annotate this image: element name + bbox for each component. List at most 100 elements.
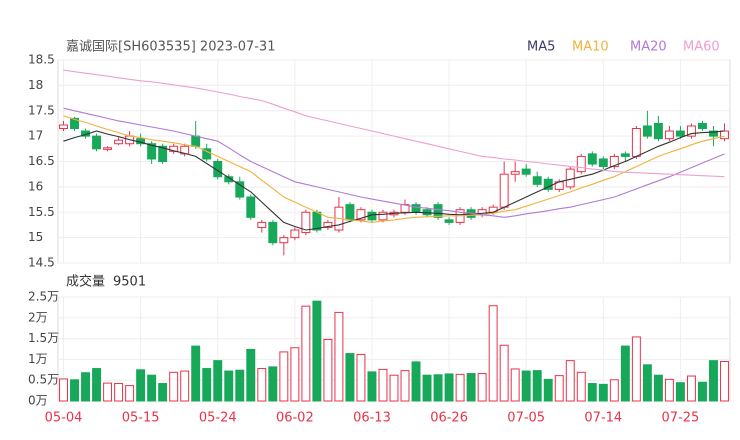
y-tick-label: 16.5 — [28, 154, 55, 168]
candle-body — [631, 128, 641, 157]
x-tick-label: 05-24 — [199, 411, 237, 426]
y-tick-label: 17.5 — [28, 103, 55, 117]
chart-title: 嘉诚国际[SH603535] 2023-07-31 — [66, 40, 275, 55]
candle-body — [675, 130, 685, 137]
candle-body — [720, 130, 729, 140]
volume-bar — [356, 353, 366, 402]
candle-body — [202, 148, 212, 160]
candle-body — [697, 122, 707, 130]
y-tick-label: 18 — [28, 78, 43, 92]
x-tick-label: 06-26 — [430, 411, 468, 426]
candle-body — [312, 211, 322, 231]
volume-bar — [345, 353, 355, 402]
candle-body — [268, 221, 278, 244]
candle-body — [620, 153, 630, 157]
candle-body — [521, 168, 531, 175]
volume-bar — [334, 311, 344, 402]
ma-line — [63, 115, 725, 223]
candle-body — [92, 135, 102, 150]
y-tick-label: 16 — [28, 179, 43, 193]
volume-bar — [433, 374, 443, 402]
legend-label: MA20 — [630, 40, 667, 55]
x-tick-label: 07-05 — [507, 411, 545, 426]
candle-body — [345, 204, 355, 221]
legend-label: MA5 — [527, 40, 555, 55]
x-tick-label: 07-25 — [662, 411, 700, 426]
candle-body — [686, 125, 696, 137]
volume-bar — [697, 381, 707, 402]
volume-bar — [598, 383, 608, 402]
candle-body — [213, 161, 223, 178]
volume-bar — [213, 360, 223, 402]
volume-bar — [720, 360, 729, 402]
x-tick-label: 05-15 — [122, 411, 160, 426]
candle-body — [158, 145, 168, 162]
candle-body — [290, 229, 300, 239]
volume-bar — [103, 382, 113, 402]
volume-bar — [675, 382, 685, 402]
candle-body — [257, 221, 267, 228]
volume-bar — [202, 368, 212, 402]
ma-line — [63, 69, 725, 178]
y-tick-label: 15.5 — [28, 205, 55, 219]
candle-body — [433, 204, 443, 218]
x-tick-label: 06-13 — [353, 411, 391, 426]
volume-bar — [81, 372, 91, 402]
y-tick-label: 1.5万 — [28, 331, 59, 345]
volume-bar — [136, 369, 146, 402]
volume-bar — [180, 370, 190, 402]
y-tick-label: 17 — [28, 129, 43, 143]
candle-body — [224, 176, 234, 183]
y-tick-label: 0万 — [28, 394, 48, 408]
volume-bar — [499, 344, 509, 402]
candle-body — [565, 168, 575, 188]
ma-line — [63, 107, 725, 218]
volume-bar — [169, 371, 179, 402]
volume-bar — [444, 373, 454, 402]
volume-title: 成交量 — [66, 274, 105, 290]
candle-body — [709, 130, 718, 137]
volume-bar — [92, 368, 102, 402]
candle-body — [609, 155, 619, 168]
legend-label: MA60 — [683, 40, 720, 55]
candle-body — [411, 204, 421, 213]
volume-bar — [466, 373, 476, 402]
volume-value: 9501 — [113, 275, 146, 290]
volume-bar — [400, 370, 410, 402]
volume-bar — [191, 345, 201, 402]
volume-bar — [620, 345, 630, 402]
volume-bar — [510, 368, 520, 402]
volume-bar — [367, 371, 377, 402]
volume-bar — [532, 370, 542, 402]
volume-bar — [609, 379, 619, 402]
volume-bar — [389, 374, 399, 402]
y-tick-label: 2.5万 — [28, 290, 59, 304]
volume-bar — [257, 368, 267, 402]
y-tick-label: 1万 — [28, 352, 48, 366]
volume-bar — [642, 364, 652, 402]
volume-bar — [521, 370, 531, 402]
volume-bar — [664, 378, 674, 402]
volume-bar — [422, 374, 432, 402]
volume-bar — [246, 348, 256, 402]
candle-body — [543, 178, 553, 190]
candle-body — [301, 211, 311, 234]
volume-bar — [224, 370, 234, 402]
candle-body — [587, 153, 597, 165]
candle-body — [323, 221, 333, 228]
y-tick-label: 18.5 — [28, 53, 55, 67]
volume-bar — [70, 379, 79, 402]
x-tick-label: 07-14 — [584, 411, 622, 426]
candle-body — [246, 196, 256, 218]
candle-body — [191, 135, 201, 147]
volume-bar — [147, 374, 157, 402]
volume-bar — [554, 375, 564, 402]
candle-body — [103, 147, 113, 150]
volume-bar — [158, 383, 168, 402]
volume-bar — [709, 360, 718, 402]
volume-bar — [587, 383, 597, 402]
candle-body — [664, 130, 674, 140]
volume-bar — [290, 347, 300, 402]
candle-body — [576, 155, 586, 173]
